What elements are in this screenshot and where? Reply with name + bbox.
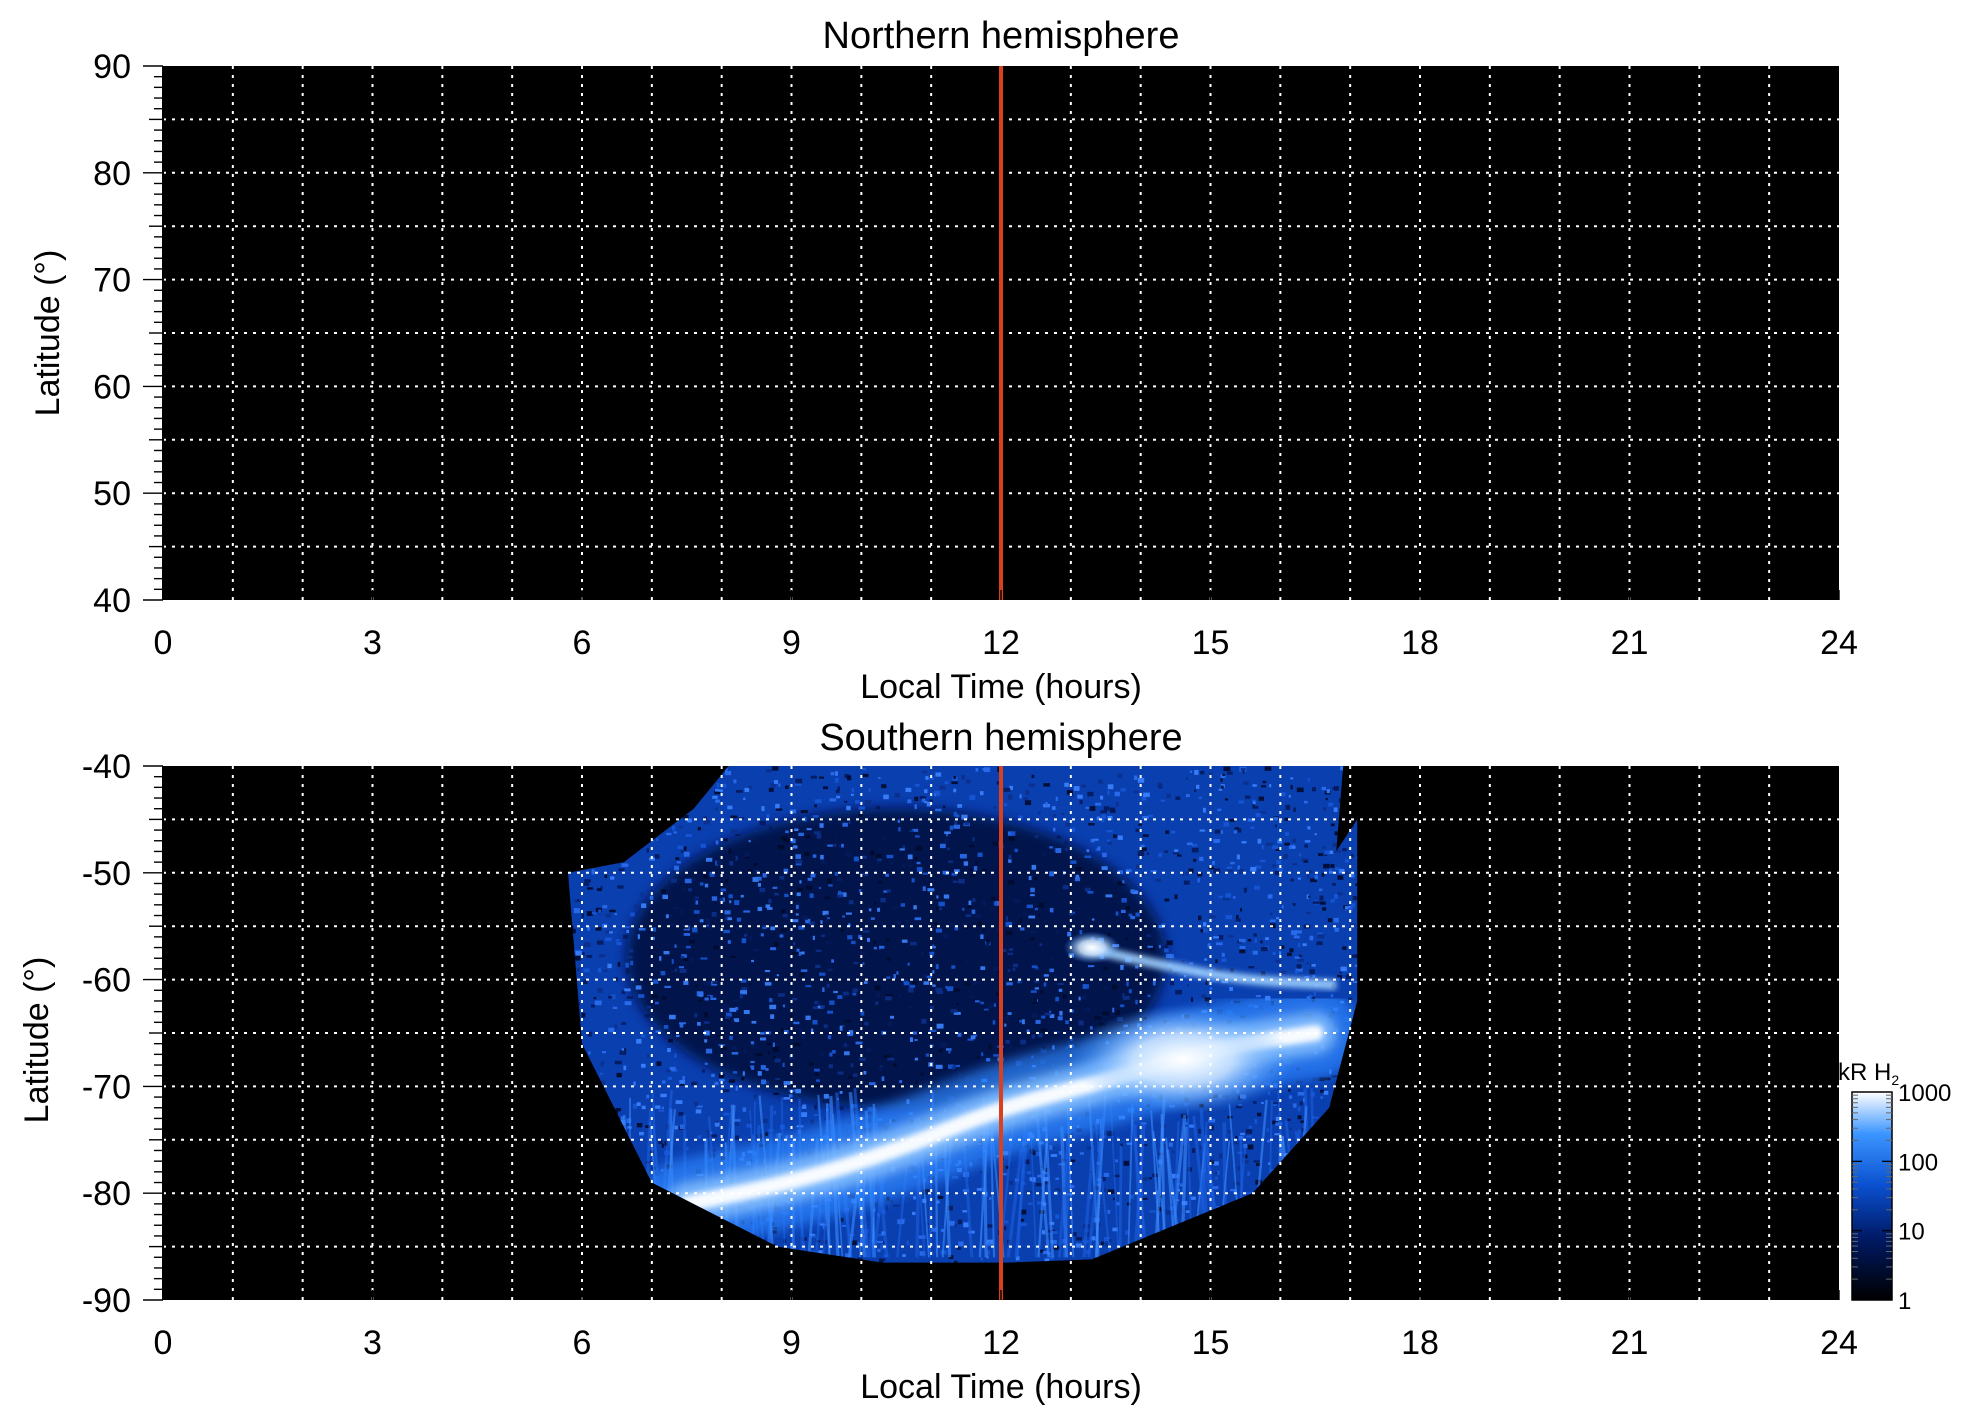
south-title: Southern hemisphere <box>819 717 1182 759</box>
south-x-tick-label: 9 <box>782 1324 801 1362</box>
aurora-emission <box>568 766 1358 1263</box>
colorbar-gradient <box>1851 1091 1893 1301</box>
north-y-tick-label: 80 <box>93 155 131 193</box>
north-y-tick-label: 70 <box>93 262 131 300</box>
north-xlabel: Local Time (hours) <box>860 668 1142 706</box>
north-ylabel: Latitude (°) <box>29 250 67 417</box>
south-x-tick-label: 21 <box>1611 1324 1649 1362</box>
colorbar-tick-label: 1000 <box>1898 1080 1951 1107</box>
south-y-tick-label: -90 <box>82 1282 131 1320</box>
south-y-tick-label: -80 <box>82 1175 131 1213</box>
north-x-tick-label: 21 <box>1611 624 1649 662</box>
north-title: Northern hemisphere <box>823 15 1180 57</box>
north-y-tick-label: 40 <box>93 582 131 620</box>
colorbar-tick-label: 100 <box>1898 1149 1938 1176</box>
north-y-axis: 40 50 60 70 80 90 <box>93 48 164 620</box>
south-y-axis: -40 -50 -60 -70 -80 -90 <box>82 748 164 1320</box>
south-y-tick-label: -40 <box>82 748 131 786</box>
south-x-tick-label: 24 <box>1820 1324 1858 1362</box>
north-x-tick-label: 3 <box>363 624 382 662</box>
north-x-tick-label: 9 <box>782 624 801 662</box>
south-xlabel: Local Time (hours) <box>860 1368 1142 1406</box>
south-x-tick-label: 3 <box>363 1324 382 1362</box>
south-x-tick-label: 15 <box>1192 1324 1230 1362</box>
south-y-tick-label: -60 <box>82 962 131 1000</box>
north-x-tick-label: 15 <box>1192 624 1230 662</box>
north-x-tick-label: 12 <box>982 624 1020 662</box>
north-x-tick-label: 0 <box>154 624 173 662</box>
south-x-tick-label: 0 <box>154 1324 173 1362</box>
north-y-tick-label: 50 <box>93 475 131 513</box>
afternoon-bright-patch <box>1072 1004 1293 1115</box>
south-y-tick-label: -70 <box>82 1068 131 1106</box>
colorbar-label: kR H2 <box>1838 1059 1899 1088</box>
north-y-tick-label: 90 <box>93 48 131 86</box>
north-panel: Northern hemisphere 40 50 60 70 80 90 0 3 6 9 12 1… <box>29 15 1858 706</box>
north-x-tick-label: 18 <box>1401 624 1439 662</box>
south-panel: Southern hemisphere -40 -50 -60 -70 -80 -90 0… <box>18 717 1858 1406</box>
south-x-tick-label: 6 <box>573 1324 592 1362</box>
colorbar-tick-label: 10 <box>1898 1219 1925 1246</box>
south-y-tick-label: -50 <box>82 855 131 893</box>
south-x-tick-label: 18 <box>1401 1324 1439 1362</box>
north-y-tick-label: 60 <box>93 368 131 406</box>
bright-spot <box>1063 931 1120 964</box>
north-x-axis: 0 3 6 9 12 15 18 21 24 <box>154 590 1858 662</box>
north-x-tick-label: 6 <box>573 624 592 662</box>
south-x-axis: 0 3 6 9 12 15 18 21 24 <box>154 1290 1858 1362</box>
south-ylabel: Latitude (°) <box>18 957 56 1124</box>
colorbar: kR H2 1 10 100 1000 <box>1838 1059 1951 1315</box>
south-x-tick-label: 12 <box>982 1324 1020 1362</box>
north-x-tick-label: 24 <box>1820 624 1858 662</box>
colorbar-ticks: 1 10 100 1000 <box>1852 1080 1951 1315</box>
colorbar-tick-label: 1 <box>1898 1288 1911 1315</box>
